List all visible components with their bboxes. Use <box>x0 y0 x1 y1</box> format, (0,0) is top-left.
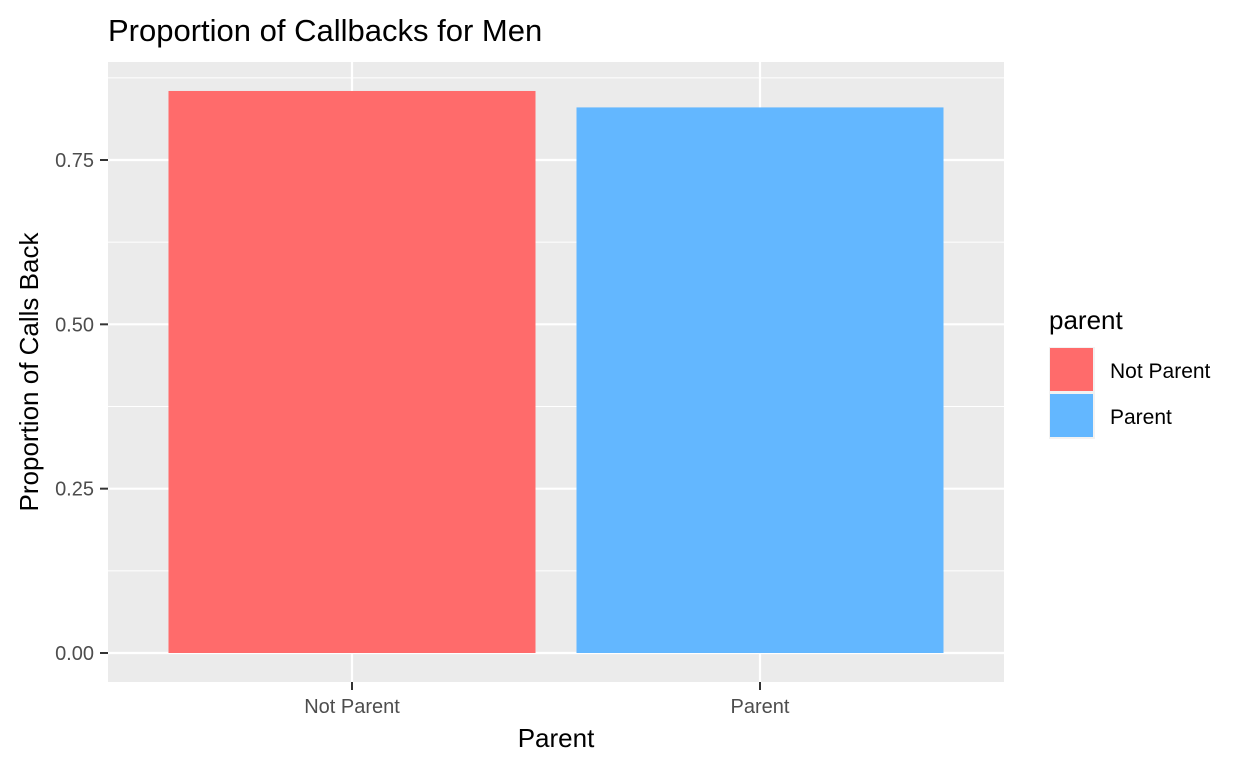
legend-entries: Not Parent Parent <box>1049 347 1211 439</box>
legend-label: Parent <box>1110 406 1172 429</box>
legend-swatch <box>1050 394 1093 437</box>
legend-label: Not Parent <box>1110 360 1211 383</box>
chart-title: Proportion of Callbacks for Men <box>108 13 542 48</box>
y-tick-label: 0.25 <box>55 479 94 501</box>
x-axis-ticks: Not Parent Parent <box>304 682 790 718</box>
legend-title: parent <box>1049 305 1123 335</box>
y-axis-title: Proportion of Calls Back <box>14 232 44 512</box>
x-tick-label: Parent <box>731 696 790 718</box>
x-tick-label: Not Parent <box>304 696 400 718</box>
bar-not-parent <box>168 90 536 654</box>
x-axis-title: Parent <box>518 723 595 753</box>
legend: parent Not Parent Parent <box>1049 305 1211 439</box>
bar-parent <box>576 107 944 653</box>
y-axis-ticks: 0.00 0.25 0.50 0.75 <box>55 150 108 665</box>
bars-group <box>168 90 944 654</box>
y-tick-label: 0.75 <box>55 150 94 172</box>
y-tick-label: 0.00 <box>55 643 94 665</box>
y-tick-label: 0.50 <box>55 314 94 336</box>
legend-swatch <box>1050 348 1093 391</box>
